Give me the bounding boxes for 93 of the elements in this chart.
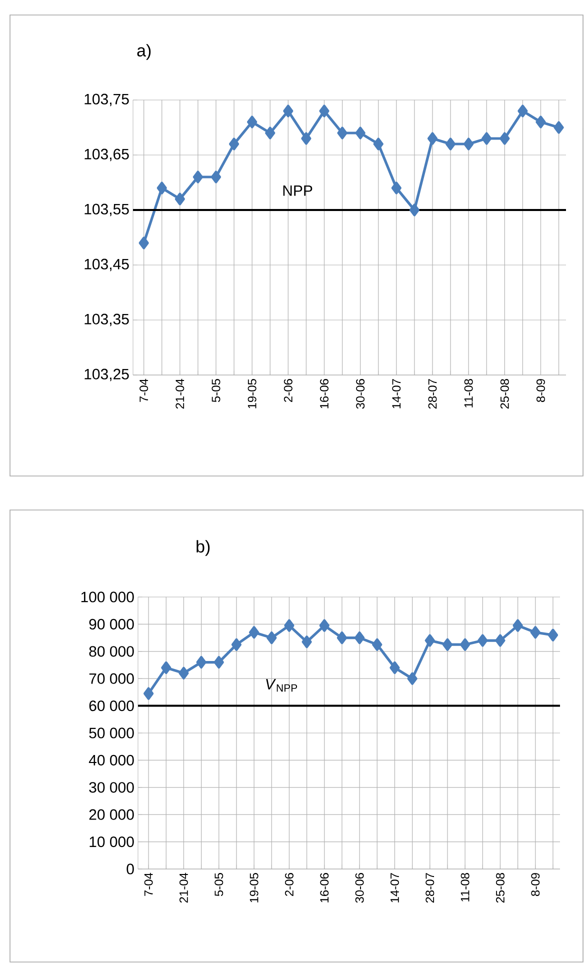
point [192,170,203,184]
point [445,138,456,150]
x-tick-label: 7-04 [144,872,153,896]
point [196,656,206,669]
point [390,661,400,674]
y-tick-label: 70 000 [89,673,134,684]
x-tick-label: 28-07 [426,873,434,903]
point [178,666,189,680]
ref-line-label: V$_{NPP}$ [266,679,298,692]
point [409,204,420,216]
x-tick-label: 14-07 [392,379,401,408]
point [156,182,167,194]
x-tick-label: 28-07 [428,379,437,409]
y-tick-label: 103,55 [84,204,129,216]
y-tick-label: 50 000 [89,728,134,738]
point [478,634,488,647]
x-tick-label: 11-08 [460,873,470,902]
y-tick-label: 100 000 [81,592,134,602]
point [138,236,149,250]
point [319,104,330,118]
point [548,628,558,642]
point [355,126,366,140]
y-tick-label: 10 000 [90,836,134,848]
point [500,132,510,145]
y-tick-label: 30 000 [89,782,134,793]
point [373,138,384,150]
y-tick-label: 20 000 [89,809,134,820]
x-tick-label: 30-06 [355,873,364,903]
y-tick-label: 103,65 [84,148,129,162]
y-tick-label: 103,35 [84,314,129,326]
x-tick-label: 11-08 [464,379,473,408]
x-tick-label: 5-05 [212,379,220,402]
y-tick-label: 103,25 [84,368,129,382]
y-tick-label: 80 000 [89,646,134,657]
point [554,121,564,134]
point [442,638,453,651]
point [530,626,540,639]
point [464,138,474,150]
chart-title: a) [137,44,151,60]
y-tick-label: 103,45 [84,258,129,272]
point [210,170,222,184]
point [228,138,240,150]
point [337,126,348,140]
x-tick-label: 25-08 [496,873,504,903]
x-tick-label: 7-04 [140,378,148,402]
point [460,638,470,651]
point [482,132,492,145]
point [427,132,438,145]
point [336,631,348,644]
point [161,661,172,674]
point [424,634,435,647]
point [391,182,402,194]
point [512,619,523,632]
point [407,672,418,685]
point [354,631,365,644]
point [319,619,330,632]
point [144,687,154,700]
x-tick-label: 19-05 [248,379,256,408]
chart-title: b) [196,540,210,556]
x-tick-label: 8-09 [536,379,545,402]
y-tick-label: 103,75 [84,94,129,106]
point [214,656,224,669]
point [231,638,242,651]
point [495,634,506,647]
y-tick-label: 60 000 [89,700,134,712]
x-tick-label: 5-05 [214,873,224,896]
point [302,636,312,648]
point [265,126,276,140]
x-tick-label: 30-06 [356,379,365,409]
point [283,104,294,118]
point [249,626,260,639]
x-tick-label: 2-06 [284,379,292,402]
x-tick-label: 16-06 [320,873,329,902]
point [301,132,312,145]
point [536,116,546,128]
y-tick-label: 40 000 [88,754,134,766]
point [266,631,277,644]
point [284,619,294,632]
point [372,638,382,651]
ref-line-label: NPP [283,185,312,196]
y-tick-label: 90 000 [89,618,134,630]
y-tick-label: 0 [126,864,134,874]
x-tick-label: 19-05 [250,873,258,902]
x-tick-label: 8-09 [531,873,540,896]
point [174,192,185,206]
x-tick-label: 21-04 [179,872,188,903]
x-tick-label: 25-08 [500,379,509,409]
point [247,116,258,128]
x-tick-label: 21-04 [176,378,184,409]
x-tick-label: 14-07 [390,873,399,902]
x-tick-label: 16-06 [320,379,328,408]
point [518,104,528,118]
x-tick-label: 2-06 [284,873,294,896]
